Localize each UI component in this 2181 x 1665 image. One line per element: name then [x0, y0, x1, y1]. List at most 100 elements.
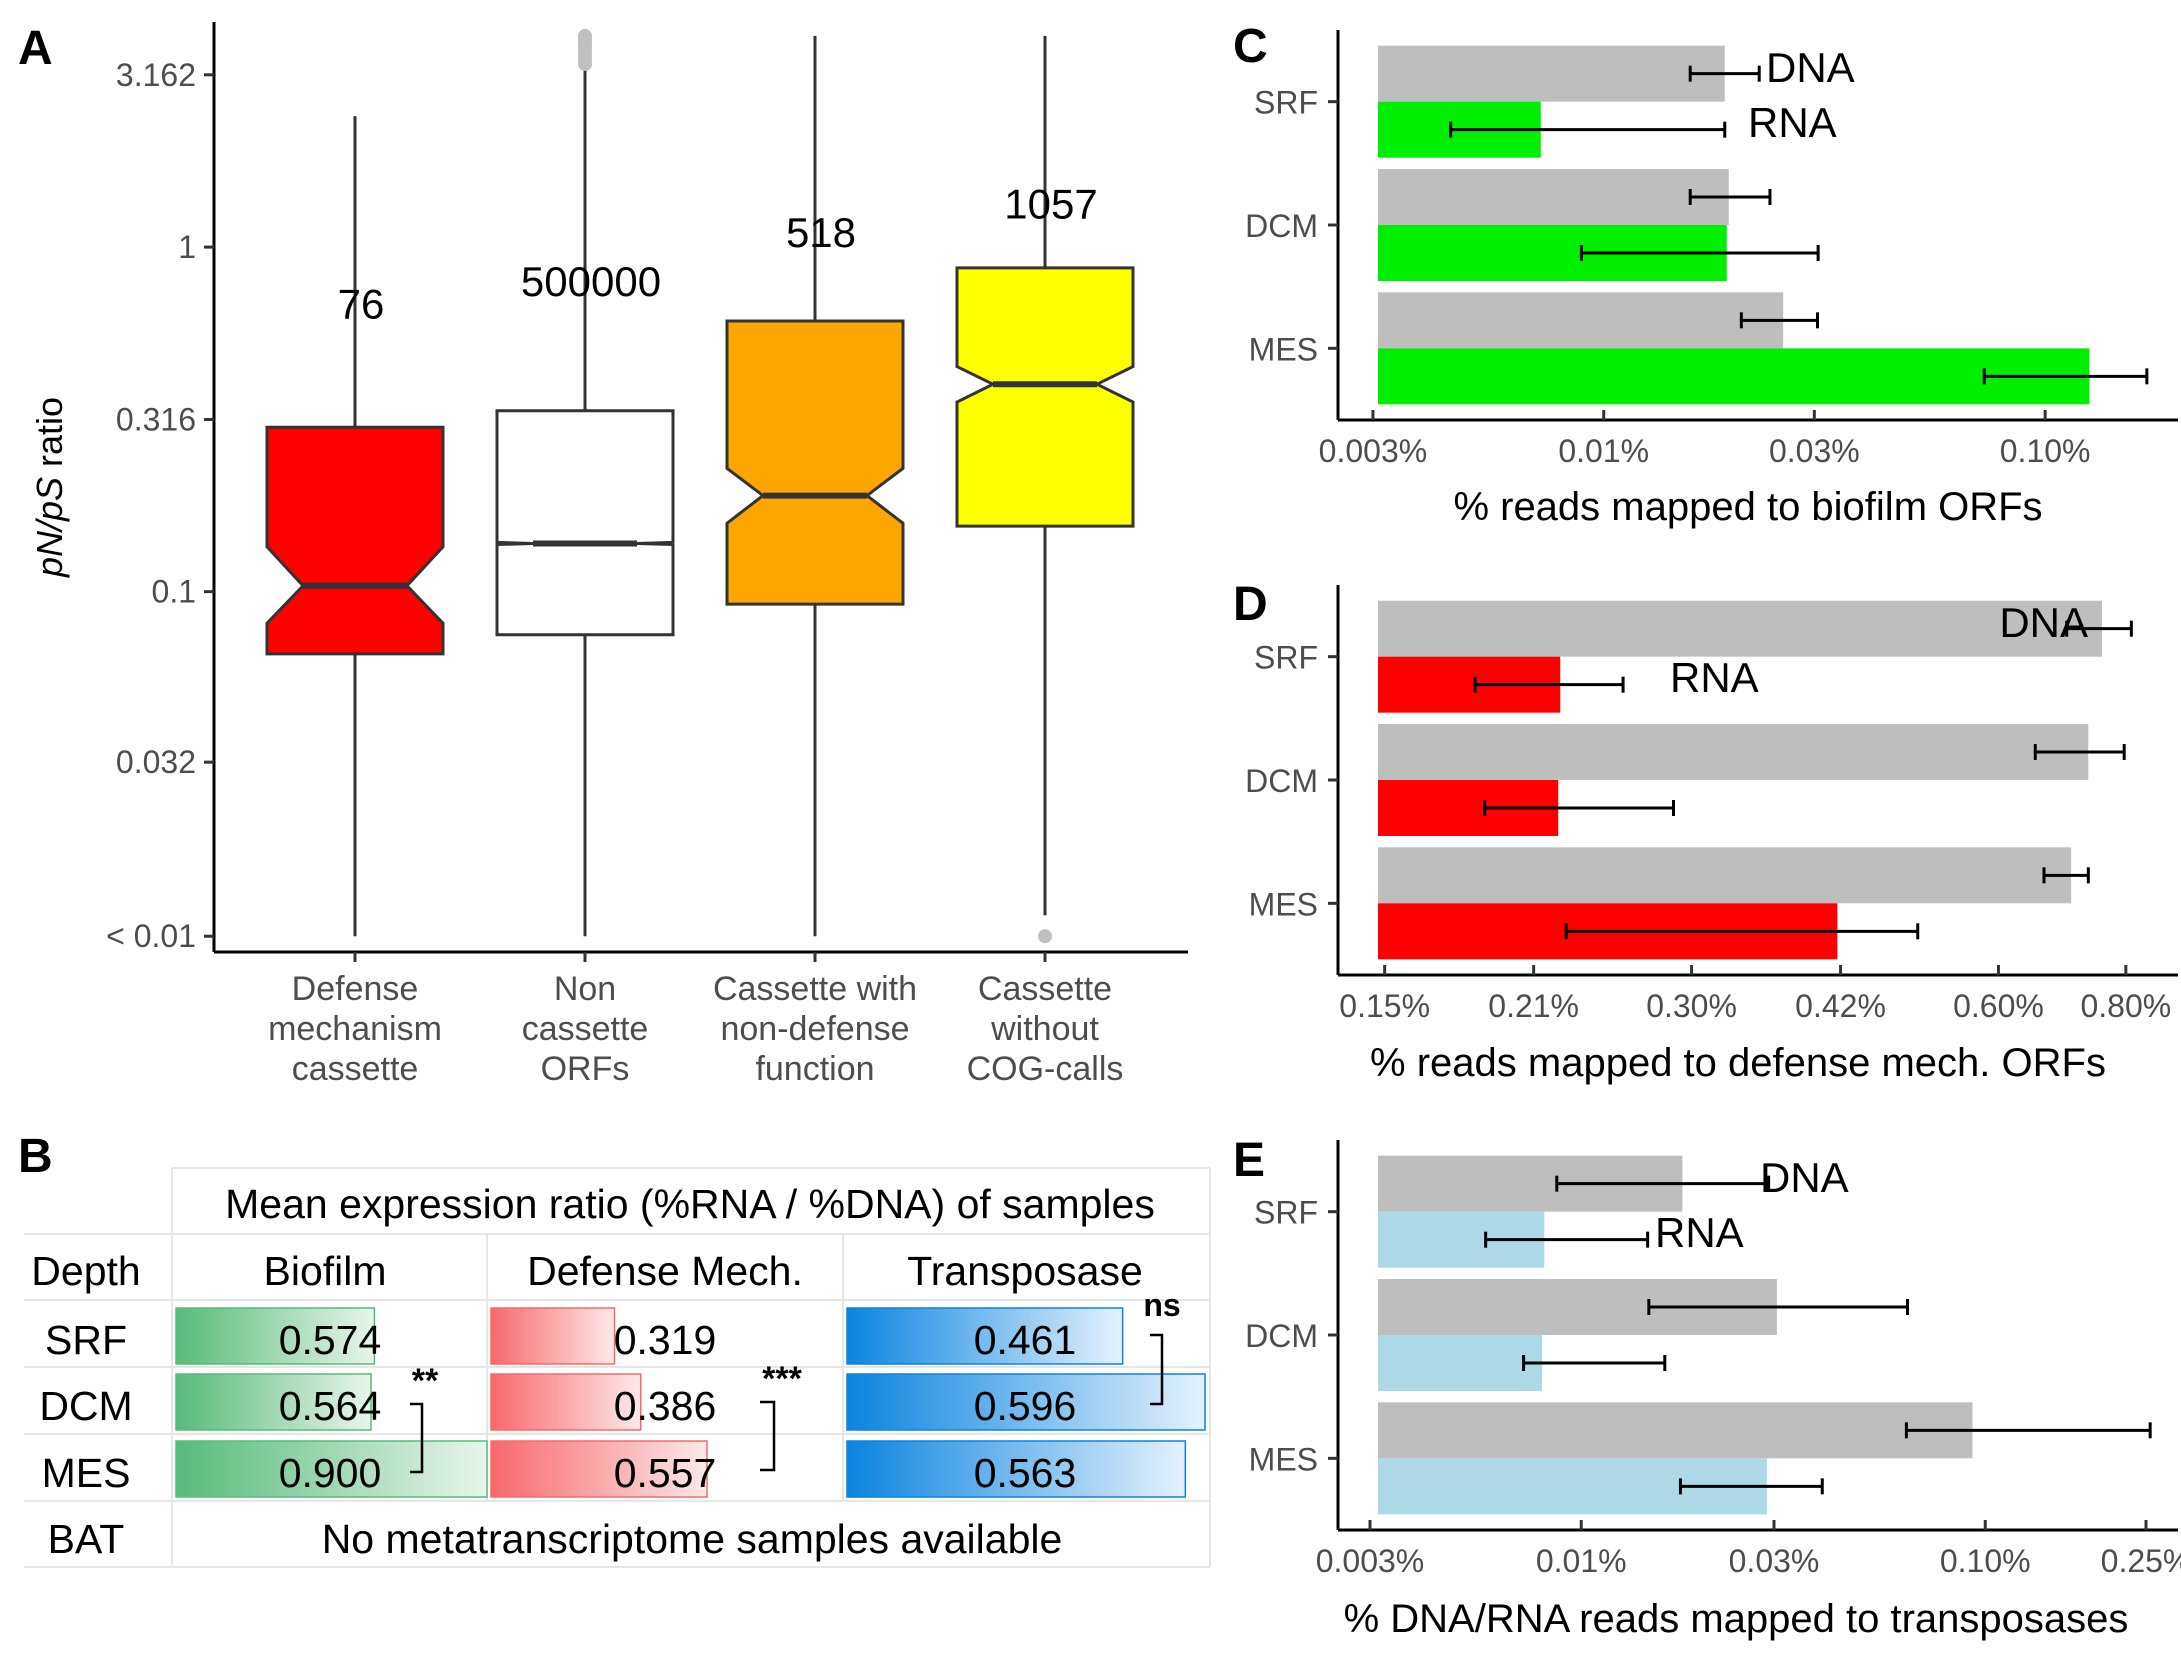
table-cell-value: 0.596 [974, 1383, 1077, 1429]
sig-bracket-transposase [1150, 1333, 1164, 1406]
table-data-bar [490, 1440, 708, 1498]
bar-x-tick-label: 0.21% [1488, 988, 1579, 1024]
table-data-bar [846, 1440, 1187, 1498]
table-grid [24, 1167, 1211, 1568]
bar-dna [1378, 292, 1784, 349]
panel-a-y-tick-label: 3.162 [116, 57, 196, 93]
bar-x-tick-label: 0.01% [1558, 433, 1649, 469]
table-header-depth: Depth [31, 1248, 140, 1294]
panel-a-x-tick-label: cassette [522, 1010, 649, 1048]
panel-a-x-tick-label: Defense [292, 970, 419, 1008]
table-data-bar [490, 1307, 616, 1365]
table-data-bar [175, 1440, 488, 1498]
sig-label-transposase: ns [1143, 1287, 1180, 1323]
panel-c-x-axis-label: % reads mapped to biofilm ORFs [1453, 485, 2042, 529]
table-cell-value: 0.574 [279, 1317, 382, 1363]
panel-a-count-label: 500000 [521, 258, 661, 305]
panel-a-count-label: 76 [338, 281, 385, 328]
table-cell-value: 0.563 [974, 1450, 1077, 1496]
table-data-bar [490, 1373, 642, 1431]
panel-label-c: C [1233, 20, 1268, 73]
panel-a-x-tick-label: COG-calls [967, 1050, 1124, 1088]
bar-dna [1378, 847, 2072, 904]
bar-dna [1378, 1402, 1973, 1459]
table-row-depth: DCM [39, 1383, 132, 1429]
bar-x-tick-label: 0.003% [1319, 433, 1428, 469]
sig-bracket-defense [760, 1400, 776, 1472]
bar-y-tick-label: MES [1249, 331, 1318, 367]
table-cell-value: 0.461 [974, 1317, 1077, 1363]
bar-x-tick-label: 0.60% [1953, 988, 2044, 1024]
bar-y-tick-label: DCM [1245, 1318, 1318, 1354]
panel-a-x-tick-label: non-defense [720, 1010, 909, 1048]
panel-a-x-tick-label: Non [554, 970, 616, 1008]
panel-a-x-tick-label: cassette [292, 1050, 419, 1088]
table-row-depth: SRF [45, 1317, 127, 1363]
panel-a-outlier [1038, 929, 1052, 944]
bar-x-tick-label: 0.80% [2080, 988, 2171, 1024]
panel-d-x-axis-label: % reads mapped to defense mech. ORFs [1370, 1041, 2106, 1085]
bar-x-tick-label: 0.10% [1940, 1543, 2031, 1579]
table-header-defense: Defense Mech. [527, 1248, 803, 1294]
panel-a-outlier [578, 28, 592, 43]
panel-a-y-axis-label: pN/pS ratio [29, 397, 70, 578]
table-data-bar [175, 1307, 376, 1365]
panel-a-x-tick-label: without [990, 1010, 1099, 1048]
table-data-bar [846, 1307, 1124, 1365]
table-cell-value: 0.319 [614, 1317, 717, 1363]
panel-e-x-axis-label: % DNA/RNA reads mapped to transposases [1344, 1597, 2129, 1641]
panel-d-bar-chart: % reads mapped to defense mech. ORFs 0.1… [1245, 585, 2178, 1085]
panel-label-b: B [18, 1130, 53, 1183]
bar-y-tick-label: SRF [1254, 85, 1318, 121]
table-data-bar [175, 1373, 372, 1431]
bar-dna [1378, 45, 1725, 102]
panel-a-y-tick-label: 0.1 [152, 574, 196, 610]
panel-a-boxplot: pN/pS ratio 3.162 1 0.316 0.1 0.032 < 0.01 76 D… [29, 22, 1188, 1088]
bar-y-tick-label: SRF [1254, 640, 1318, 676]
series-label-dna: DNA [1760, 1154, 1849, 1201]
bar-x-tick-label: 0.30% [1646, 988, 1737, 1024]
series-label-dna: DNA [1999, 599, 2088, 646]
table-header-transposase: Transposase [907, 1248, 1143, 1294]
table-row-depth: MES [42, 1450, 131, 1496]
panel-c-bar-chart: % reads mapped to biofilm ORFs 0.003% 0.0… [1245, 30, 2178, 529]
sig-bracket-biofilm [410, 1402, 424, 1474]
table-bat-note: No metatranscriptome samples available [322, 1516, 1063, 1562]
panel-a-y-tick-label: 0.316 [116, 401, 196, 437]
bar-x-tick-label: 0.003% [1316, 1543, 1425, 1579]
table-data-bar [846, 1373, 1206, 1431]
series-label-rna: RNA [1670, 654, 1759, 701]
bar-rna [1378, 348, 2090, 405]
bar-y-tick-label: SRF [1254, 1195, 1318, 1231]
panel-b-expression-table: Mean expression ratio (%RNA / %DNA) of s… [24, 1167, 1211, 1568]
table-row-depth: BAT [48, 1516, 125, 1562]
bar-x-tick-label: 0.15% [1339, 988, 1430, 1024]
bar-y-tick-label: DCM [1245, 763, 1318, 799]
panel-a-box [495, 409, 675, 637]
bar-x-tick-label: 0.10% [2000, 433, 2091, 469]
bar-x-tick-label: 0.03% [1769, 433, 1860, 469]
panel-a-x-tick-label: Cassette with [713, 970, 917, 1008]
panel-a-box [955, 266, 1135, 528]
panel-a-x-tick-label: mechanism [268, 1010, 442, 1048]
table-cell-value: 0.564 [279, 1383, 382, 1429]
panel-a-y-tick-label: 1 [178, 229, 196, 265]
bar-x-tick-label: 0.42% [1795, 988, 1886, 1024]
panel-label-e: E [1233, 1134, 1265, 1187]
panel-label-a: A [18, 22, 53, 75]
sig-label-biofilm: ** [412, 1362, 439, 1400]
bar-x-tick-label: 0.25% [2101, 1543, 2181, 1579]
bar-dna [1378, 169, 1729, 225]
bar-dna [1378, 724, 2089, 780]
panel-a-count-label: 1057 [1004, 181, 1097, 228]
bar-y-tick-label: MES [1249, 886, 1318, 922]
bar-x-tick-label: 0.01% [1536, 1543, 1627, 1579]
table-cell-value: 0.900 [279, 1450, 382, 1496]
sig-label-defense: *** [762, 1360, 802, 1398]
table-title: Mean expression ratio (%RNA / %DNA) of s… [225, 1181, 1155, 1227]
bar-x-tick-label: 0.03% [1729, 1543, 1820, 1579]
bar-y-tick-label: DCM [1245, 208, 1318, 244]
series-label-rna: RNA [1655, 1209, 1744, 1256]
table-cell-value: 0.386 [614, 1383, 717, 1429]
